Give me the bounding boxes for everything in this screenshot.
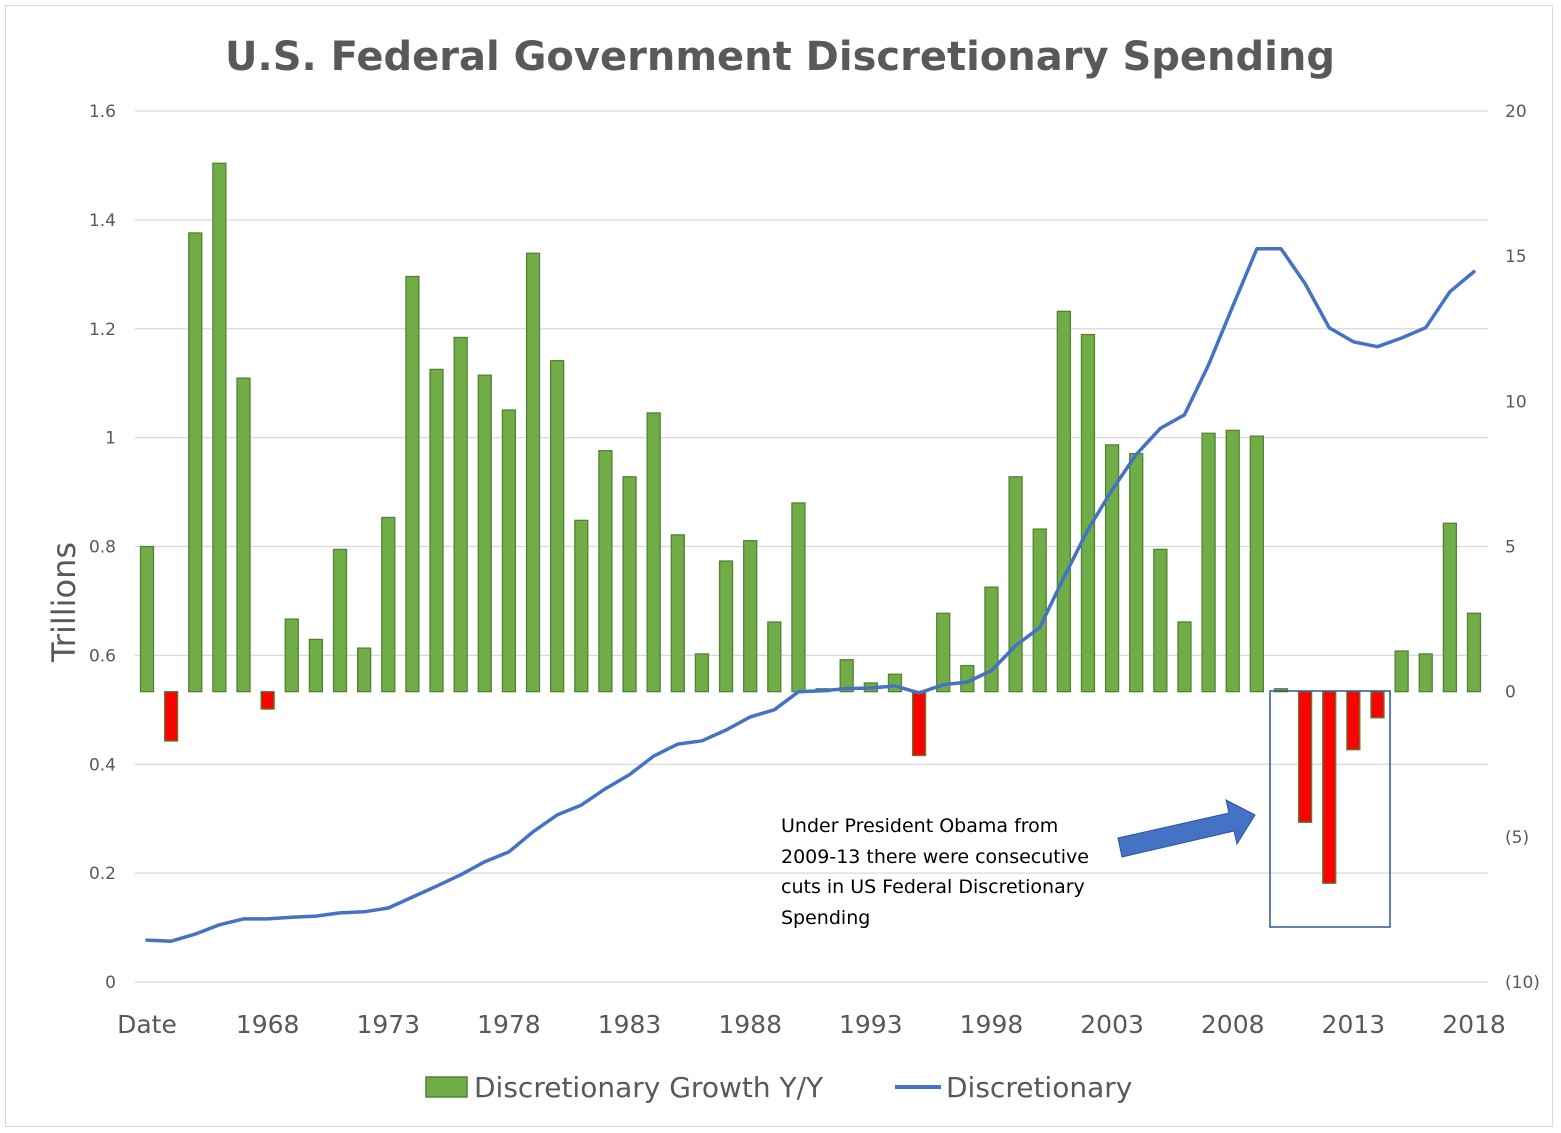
bar	[1418, 653, 1433, 693]
x-tick-label: 1973	[356, 1010, 420, 1039]
bar	[839, 659, 854, 693]
bar	[284, 618, 299, 693]
left-tick-label: 1.6	[89, 102, 116, 122]
bar	[574, 519, 589, 693]
x-tick-label: 1998	[960, 1010, 1024, 1039]
x-tick-label: Date	[117, 1010, 177, 1039]
bar	[1225, 429, 1240, 693]
bar	[1104, 444, 1120, 693]
bar	[1080, 333, 1096, 693]
bar	[550, 360, 565, 693]
bar	[308, 638, 324, 693]
left-tick-label: 0.6	[89, 646, 116, 666]
bar	[670, 534, 685, 693]
bar	[984, 586, 999, 693]
y-axis-label: Trillions	[45, 542, 83, 663]
x-tick-label: 1983	[598, 1010, 662, 1039]
bar	[622, 476, 637, 693]
bar	[718, 560, 734, 693]
bar	[525, 252, 541, 693]
bar	[1370, 691, 1385, 719]
bar	[332, 548, 348, 693]
right-tick-label: 15	[1505, 247, 1527, 267]
annotation-line: 2009-13 there were consecutive	[781, 846, 1089, 868]
bar	[212, 162, 227, 693]
right-tick-label: 5	[1505, 538, 1516, 558]
bar	[911, 691, 927, 757]
left-tick-label: 0	[105, 973, 116, 993]
x-tick-label: 2013	[1322, 1010, 1386, 1039]
bar	[1153, 548, 1168, 693]
x-tick-label: 1993	[839, 1010, 903, 1039]
bar	[1442, 522, 1458, 693]
legend-label-growth: Discretionary Growth Y/Y	[474, 1071, 824, 1104]
bar	[1394, 650, 1409, 693]
x-tick-label: 2008	[1201, 1010, 1265, 1039]
legend: Discretionary Growth Y/Y Discretionary	[425, 1071, 1132, 1104]
bar	[767, 621, 782, 693]
left-tick-label: 1.4	[89, 211, 116, 231]
legend-label-discretionary: Discretionary	[946, 1071, 1132, 1104]
x-tick-label: 1988	[718, 1010, 782, 1039]
annotation-line: Spending	[781, 907, 870, 929]
highlight-box	[1269, 690, 1391, 928]
bar	[188, 232, 203, 693]
annotation-line: Under President Obama from	[781, 815, 1058, 837]
bar	[260, 691, 275, 710]
bar	[1322, 691, 1337, 884]
legend-swatch-growth	[425, 1076, 468, 1098]
right-tick-label: (10)	[1505, 973, 1540, 993]
bar	[1056, 310, 1071, 693]
bar	[356, 647, 372, 693]
bar	[694, 653, 710, 693]
left-tick-label: 0.2	[89, 864, 116, 884]
bar	[1297, 691, 1313, 823]
bar	[453, 336, 468, 693]
left-tick-label: 0.8	[89, 538, 116, 558]
bar	[139, 545, 155, 693]
bar	[501, 409, 517, 693]
bar	[791, 502, 806, 693]
bar	[1466, 612, 1482, 693]
right-tick-label: 10	[1505, 392, 1527, 412]
bar	[646, 412, 661, 693]
left-tick-label: 1	[105, 429, 116, 449]
right-tick-label: 20	[1505, 102, 1527, 122]
bar	[1249, 435, 1265, 693]
bar	[743, 540, 758, 693]
bar	[1177, 621, 1192, 693]
bar	[598, 450, 613, 693]
left-tick-label: 0.4	[89, 755, 116, 775]
bar	[1008, 476, 1023, 693]
bar	[236, 377, 251, 693]
bar	[1032, 528, 1047, 693]
right-tick-label: (5)	[1505, 828, 1529, 848]
bar	[429, 368, 444, 693]
chart-title: U.S. Federal Government Discretionary Sp…	[225, 34, 1335, 80]
annotation-line: cuts in US Federal Discretionary	[781, 876, 1085, 898]
arrow-icon	[1117, 799, 1256, 858]
annotation: Under President Obama from 2009-13 there…	[781, 690, 1391, 929]
bar	[405, 275, 420, 693]
x-tick-label: 1978	[477, 1010, 541, 1039]
bar	[381, 516, 396, 693]
x-tick-label: 2003	[1080, 1010, 1144, 1039]
x-tick-label: 2018	[1442, 1010, 1506, 1039]
bar	[1201, 432, 1216, 693]
x-tick-label: 1968	[236, 1010, 300, 1039]
left-tick-label: 1.2	[89, 320, 116, 340]
bar	[477, 374, 492, 693]
chart-frame	[5, 5, 1553, 1127]
bar	[887, 673, 903, 693]
bar	[163, 691, 179, 742]
bar	[936, 612, 951, 693]
bar	[1346, 691, 1361, 751]
bar	[1129, 452, 1144, 693]
series-line-discretionary	[145, 246, 1476, 943]
right-tick-label: 0	[1505, 683, 1516, 703]
